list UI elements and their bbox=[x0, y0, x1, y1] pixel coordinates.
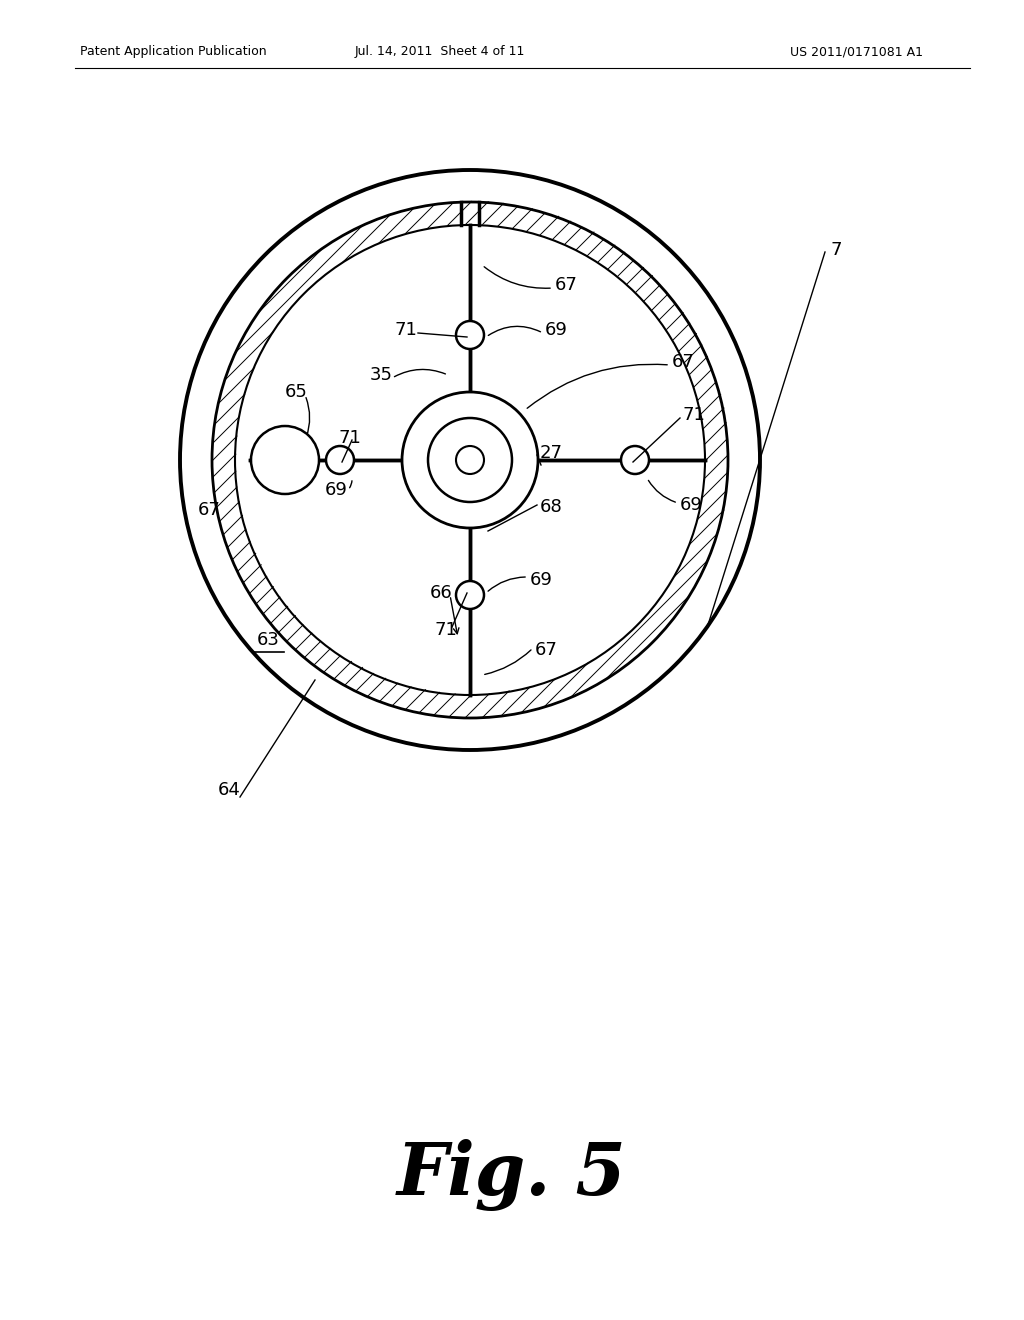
Circle shape bbox=[456, 446, 484, 474]
Text: 64: 64 bbox=[218, 781, 241, 799]
Text: US 2011/0171081 A1: US 2011/0171081 A1 bbox=[790, 45, 923, 58]
Circle shape bbox=[326, 446, 354, 474]
Text: Jul. 14, 2011  Sheet 4 of 11: Jul. 14, 2011 Sheet 4 of 11 bbox=[354, 45, 525, 58]
Circle shape bbox=[428, 418, 512, 502]
Text: 67: 67 bbox=[535, 642, 558, 659]
Text: 67: 67 bbox=[555, 276, 578, 294]
Text: Fig. 5: Fig. 5 bbox=[397, 1139, 627, 1210]
Text: 35: 35 bbox=[370, 366, 393, 384]
Circle shape bbox=[456, 321, 484, 348]
Text: Patent Application Publication: Patent Application Publication bbox=[80, 45, 266, 58]
Circle shape bbox=[402, 392, 538, 528]
Text: 7: 7 bbox=[830, 242, 842, 259]
Text: 69: 69 bbox=[325, 480, 348, 499]
Circle shape bbox=[251, 426, 319, 494]
Text: 68: 68 bbox=[540, 498, 563, 516]
Text: 71: 71 bbox=[338, 429, 360, 447]
Text: 67: 67 bbox=[672, 352, 695, 371]
Text: 63: 63 bbox=[257, 631, 280, 649]
Text: 71: 71 bbox=[435, 620, 458, 639]
Text: 71: 71 bbox=[682, 407, 705, 424]
Circle shape bbox=[621, 446, 649, 474]
Text: 65: 65 bbox=[285, 383, 308, 401]
Text: 67: 67 bbox=[198, 502, 221, 519]
Circle shape bbox=[456, 581, 484, 609]
Text: 27: 27 bbox=[540, 444, 563, 462]
Text: 69: 69 bbox=[545, 321, 568, 339]
Text: 69: 69 bbox=[530, 572, 553, 589]
Text: 69: 69 bbox=[680, 496, 702, 513]
Text: 71: 71 bbox=[395, 321, 418, 339]
Text: 66: 66 bbox=[430, 583, 453, 602]
